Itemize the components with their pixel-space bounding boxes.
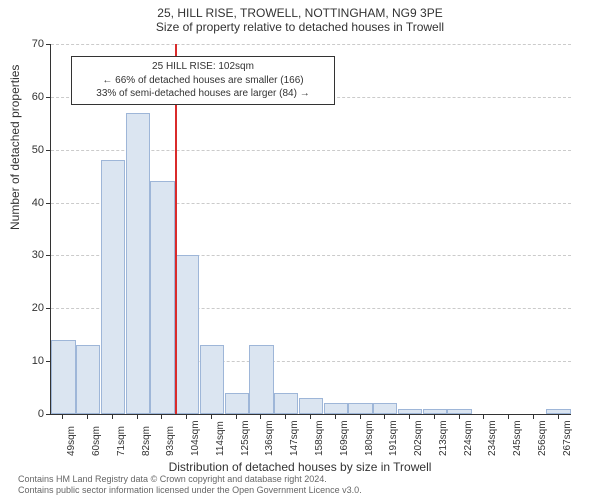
bar <box>299 398 323 414</box>
bar <box>175 255 199 414</box>
xtick-mark <box>434 414 435 419</box>
xtick-label: 71sqm <box>116 426 127 456</box>
xtick-label: 202sqm <box>413 420 424 456</box>
bar <box>546 409 570 414</box>
xtick-label: 191sqm <box>388 420 399 456</box>
ytick-label: 20 <box>14 302 44 314</box>
ytick-label: 40 <box>14 197 44 209</box>
ytick-label: 70 <box>14 38 44 50</box>
bar <box>447 409 471 414</box>
xtick-mark <box>87 414 88 419</box>
ytick-mark <box>46 150 51 151</box>
ytick-mark <box>46 255 51 256</box>
xtick-mark <box>409 414 410 419</box>
xtick-mark <box>459 414 460 419</box>
bar <box>76 345 100 414</box>
ytick-label: 10 <box>14 355 44 367</box>
xtick-mark <box>483 414 484 419</box>
xtick-label: 49sqm <box>66 426 77 456</box>
xtick-label: 82sqm <box>141 426 152 456</box>
annotation-line: 33% of semi-detached houses are larger (… <box>78 87 328 101</box>
bar <box>373 403 397 414</box>
plot-region: 25 HILL RISE: 102sqm← 66% of detached ho… <box>50 44 571 415</box>
bar <box>150 181 174 414</box>
ytick-label: 60 <box>14 91 44 103</box>
bar <box>126 113 150 414</box>
xtick-label: 245sqm <box>512 420 523 456</box>
footer-line2: Contains public sector information licen… <box>18 485 362 496</box>
xtick-label: 104sqm <box>190 420 201 456</box>
ytick-mark <box>46 414 51 415</box>
bar <box>51 340 75 414</box>
xtick-mark <box>533 414 534 419</box>
bar <box>348 403 372 414</box>
xtick-label: 256sqm <box>537 420 548 456</box>
xtick-label: 125sqm <box>240 420 251 456</box>
xtick-mark <box>260 414 261 419</box>
bar <box>249 345 273 414</box>
xtick-label: 213sqm <box>438 420 449 456</box>
xtick-label: 114sqm <box>215 421 226 456</box>
x-axis-label: Distribution of detached houses by size … <box>0 460 600 474</box>
xtick-mark <box>285 414 286 419</box>
ytick-mark <box>46 203 51 204</box>
title-address: 25, HILL RISE, TROWELL, NOTTINGHAM, NG9 … <box>0 6 600 20</box>
chart-area: 25 HILL RISE: 102sqm← 66% of detached ho… <box>50 44 570 414</box>
xtick-mark <box>161 414 162 419</box>
grid-line <box>51 44 571 45</box>
xtick-mark <box>211 414 212 419</box>
bar <box>225 393 249 414</box>
annotation-line: ← 66% of detached houses are smaller (16… <box>78 74 328 88</box>
xtick-label: 158sqm <box>314 420 325 456</box>
xtick-label: 60sqm <box>91 426 102 456</box>
bar <box>324 403 348 414</box>
title-block: 25, HILL RISE, TROWELL, NOTTINGHAM, NG9 … <box>0 0 600 34</box>
xtick-mark <box>137 414 138 419</box>
xtick-label: 136sqm <box>264 420 275 456</box>
ytick-mark <box>46 44 51 45</box>
ytick-mark <box>46 308 51 309</box>
xtick-mark <box>186 414 187 419</box>
xtick-mark <box>62 414 63 419</box>
xtick-mark <box>335 414 336 419</box>
ytick-mark <box>46 97 51 98</box>
xtick-mark <box>558 414 559 419</box>
chart-container: 25, HILL RISE, TROWELL, NOTTINGHAM, NG9 … <box>0 0 600 500</box>
bar <box>274 393 298 414</box>
xtick-label: 267sqm <box>562 420 573 456</box>
bar <box>200 345 224 414</box>
xtick-label: 234sqm <box>487 420 498 456</box>
xtick-label: 169sqm <box>339 420 350 456</box>
xtick-label: 224sqm <box>463 420 474 456</box>
annotation-box: 25 HILL RISE: 102sqm← 66% of detached ho… <box>71 56 335 105</box>
ytick-label: 0 <box>14 408 44 420</box>
xtick-label: 147sqm <box>289 420 300 456</box>
xtick-mark <box>384 414 385 419</box>
xtick-mark <box>310 414 311 419</box>
title-subtitle: Size of property relative to detached ho… <box>0 20 600 34</box>
bar <box>101 160 125 414</box>
ytick-label: 30 <box>14 249 44 261</box>
annotation-line: 25 HILL RISE: 102sqm <box>78 60 328 74</box>
xtick-mark <box>508 414 509 419</box>
footer-attribution: Contains HM Land Registry data © Crown c… <box>18 474 362 496</box>
footer-line1: Contains HM Land Registry data © Crown c… <box>18 474 362 485</box>
xtick-label: 180sqm <box>364 420 375 456</box>
xtick-label: 93sqm <box>165 426 176 456</box>
xtick-mark <box>112 414 113 419</box>
xtick-mark <box>236 414 237 419</box>
bar <box>423 409 447 414</box>
xtick-mark <box>360 414 361 419</box>
ytick-label: 50 <box>14 144 44 156</box>
